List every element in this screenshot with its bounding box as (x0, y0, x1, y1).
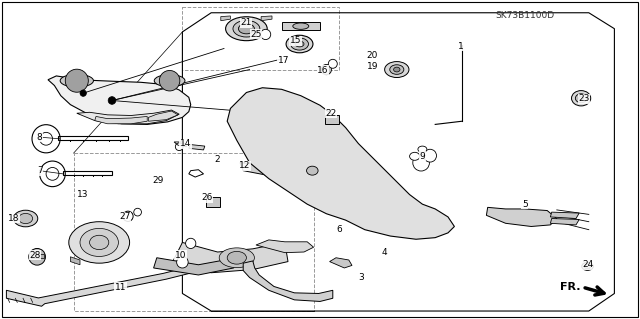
Ellipse shape (292, 23, 308, 29)
Text: 9: 9 (420, 152, 425, 161)
Polygon shape (221, 16, 230, 21)
Text: 23: 23 (578, 94, 589, 103)
Circle shape (321, 64, 332, 75)
Polygon shape (154, 258, 237, 275)
Polygon shape (550, 212, 579, 219)
Ellipse shape (390, 65, 404, 74)
Polygon shape (31, 254, 44, 258)
Ellipse shape (291, 38, 308, 50)
Ellipse shape (226, 17, 268, 41)
Circle shape (123, 211, 133, 221)
Ellipse shape (582, 262, 593, 270)
Text: 29: 29 (152, 176, 164, 185)
Circle shape (175, 143, 183, 151)
Ellipse shape (13, 210, 38, 227)
Circle shape (424, 149, 436, 162)
Ellipse shape (394, 67, 400, 72)
Text: SK73B1100D: SK73B1100D (495, 11, 554, 20)
Text: 24: 24 (582, 260, 593, 269)
Polygon shape (148, 111, 178, 121)
Polygon shape (77, 110, 179, 124)
Text: 11: 11 (115, 283, 126, 292)
Ellipse shape (307, 166, 318, 175)
Bar (206, 197, 220, 207)
Ellipse shape (60, 74, 93, 87)
Ellipse shape (579, 96, 584, 100)
Text: 10: 10 (175, 251, 186, 260)
Text: 1: 1 (458, 42, 463, 51)
Text: 26: 26 (201, 193, 212, 202)
Circle shape (108, 97, 116, 104)
Text: 28: 28 (29, 251, 41, 260)
Ellipse shape (286, 35, 313, 53)
Polygon shape (486, 207, 557, 226)
Polygon shape (227, 88, 454, 239)
Ellipse shape (19, 213, 33, 224)
Polygon shape (240, 163, 314, 178)
Polygon shape (48, 76, 191, 124)
Text: 14: 14 (180, 139, 191, 148)
Text: 20: 20 (367, 51, 378, 60)
Circle shape (177, 256, 188, 268)
Ellipse shape (154, 75, 185, 87)
Ellipse shape (90, 235, 109, 249)
Text: 15: 15 (290, 36, 301, 45)
Ellipse shape (584, 264, 591, 269)
Circle shape (328, 59, 337, 68)
Ellipse shape (233, 20, 260, 37)
Text: 19: 19 (367, 63, 378, 71)
Ellipse shape (572, 91, 591, 106)
Text: 5: 5 (522, 200, 527, 209)
Circle shape (413, 154, 429, 171)
Text: 6: 6 (337, 225, 342, 234)
Text: 18: 18 (8, 214, 20, 223)
Polygon shape (282, 22, 320, 30)
Ellipse shape (418, 146, 427, 152)
Ellipse shape (575, 94, 587, 103)
Text: 2: 2 (215, 155, 220, 164)
Circle shape (65, 69, 88, 92)
Polygon shape (189, 145, 205, 150)
Circle shape (134, 208, 141, 216)
Polygon shape (70, 257, 80, 265)
Circle shape (29, 249, 45, 265)
Text: 4: 4 (381, 248, 387, 256)
Polygon shape (6, 258, 227, 306)
Text: 17: 17 (278, 56, 289, 65)
Circle shape (80, 90, 86, 96)
Text: 12: 12 (239, 161, 251, 170)
Polygon shape (95, 116, 147, 124)
Ellipse shape (227, 251, 246, 264)
Ellipse shape (295, 41, 304, 47)
Polygon shape (256, 240, 314, 253)
Circle shape (186, 238, 196, 249)
Text: 3: 3 (359, 273, 364, 282)
Ellipse shape (69, 222, 129, 263)
Ellipse shape (219, 248, 255, 268)
Polygon shape (173, 242, 288, 273)
Bar (325, 115, 339, 124)
Text: 7: 7 (37, 166, 42, 175)
Circle shape (159, 70, 180, 91)
Text: 25: 25 (250, 30, 262, 39)
Text: 13: 13 (77, 190, 89, 199)
Text: 16: 16 (317, 66, 329, 75)
Polygon shape (330, 258, 352, 268)
Ellipse shape (80, 228, 118, 256)
Text: 27: 27 (119, 212, 131, 221)
Polygon shape (550, 219, 579, 225)
Ellipse shape (410, 152, 420, 160)
Circle shape (260, 29, 271, 40)
Ellipse shape (385, 62, 409, 78)
Polygon shape (261, 16, 272, 21)
Text: FR.: FR. (560, 282, 580, 292)
Text: 8: 8 (37, 133, 42, 142)
Polygon shape (243, 261, 333, 301)
Text: 21: 21 (240, 19, 252, 27)
Text: 22: 22 (325, 109, 337, 118)
Ellipse shape (238, 24, 255, 34)
